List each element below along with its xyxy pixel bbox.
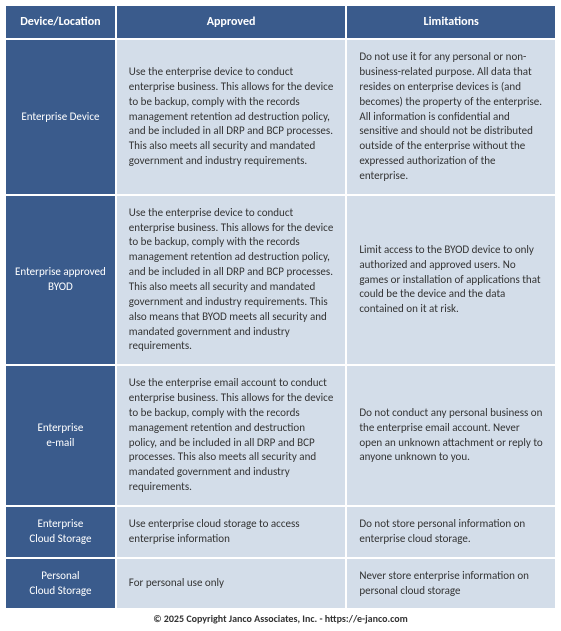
table-row: PersonalCloud Storage For personal use o… (6, 558, 555, 609)
table-row: Enterprise Device Use the enterprise dev… (6, 39, 555, 195)
row-limitations: Do not use it for any personal or non-bu… (346, 39, 555, 195)
row-limitations: Never store enterprise information on pe… (346, 558, 555, 609)
row-approved: Use the enterprise email account to cond… (116, 365, 347, 506)
table-row: EnterpriseCloud Storage Use enterprise c… (6, 506, 555, 558)
row-approved: For personal use only (116, 558, 347, 609)
table-body: Enterprise Device Use the enterprise dev… (6, 39, 555, 608)
row-limitations: Do not conduct any personal business on … (346, 365, 555, 506)
table-row: Enterprisee-mail Use the enterprise emai… (6, 365, 555, 506)
row-label: PersonalCloud Storage (6, 558, 116, 609)
row-limitations: Limit access to the BYOD device to only … (346, 195, 555, 365)
row-label: Enterprise Device (6, 39, 116, 195)
header-row: Device/Location Approved Limitations (6, 6, 555, 39)
row-label: EnterpriseCloud Storage (6, 506, 116, 558)
copyright-notice: © 2025 Copyright Janco Associates, Inc. … (6, 612, 555, 625)
header-approved: Approved (116, 6, 347, 39)
row-label: Enterprisee-mail (6, 365, 116, 506)
header-limitations: Limitations (346, 6, 555, 39)
row-limitations: Do not store personal information on ent… (346, 506, 555, 558)
row-approved: Use the enterprise device to conduct ent… (116, 39, 347, 195)
device-policy-table: Device/Location Approved Limitations Ent… (6, 6, 555, 608)
header-device: Device/Location (6, 6, 116, 39)
row-label: Enterprise approved BYOD (6, 195, 116, 365)
table-row: Enterprise approved BYOD Use the enterpr… (6, 195, 555, 365)
row-approved: Use enterprise cloud storage to access e… (116, 506, 347, 558)
row-approved: Use the enterprise device to conduct ent… (116, 195, 347, 365)
